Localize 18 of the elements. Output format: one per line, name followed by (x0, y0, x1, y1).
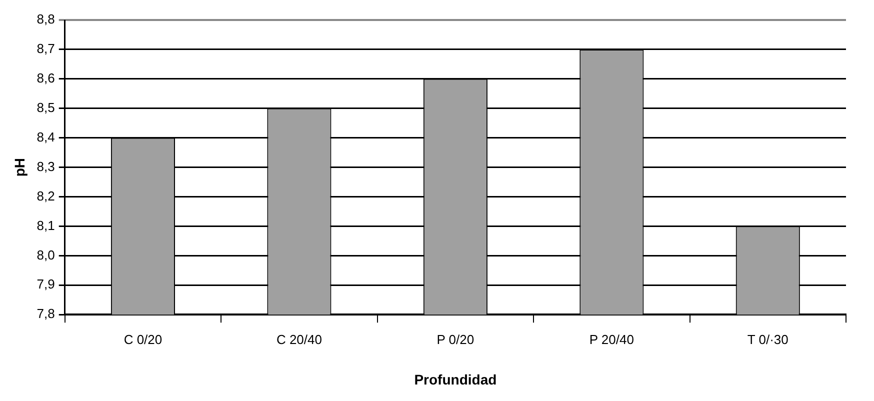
x-tick-label: P 0/20 (436, 332, 474, 347)
x-tick-label: T 0/·30 (747, 332, 788, 347)
y-tick-label: 8,3 (36, 158, 55, 174)
y-tick-label: 8,1 (36, 218, 55, 233)
y-tick-label: 8,5 (36, 100, 55, 115)
x-tick-label: P 20/40 (589, 332, 634, 347)
y-tick-label: 8,7 (36, 41, 55, 56)
x-tick-label: C 20/40 (276, 332, 322, 347)
x-tick-label: C 0/20 (124, 332, 162, 347)
x-axis-title: Profundidad (414, 371, 497, 388)
y-axis-title: pH (11, 158, 28, 177)
y-tick-label: 8,4 (36, 129, 55, 144)
y-tick-label: 8,2 (36, 188, 55, 204)
y-tick-label: 8,6 (36, 70, 55, 86)
y-tick-label: 7,9 (36, 276, 55, 292)
y-tick-label: 7,8 (36, 306, 55, 322)
y-tick-label: 8,8 (36, 12, 55, 27)
y-tick-label: 8,0 (36, 247, 55, 262)
